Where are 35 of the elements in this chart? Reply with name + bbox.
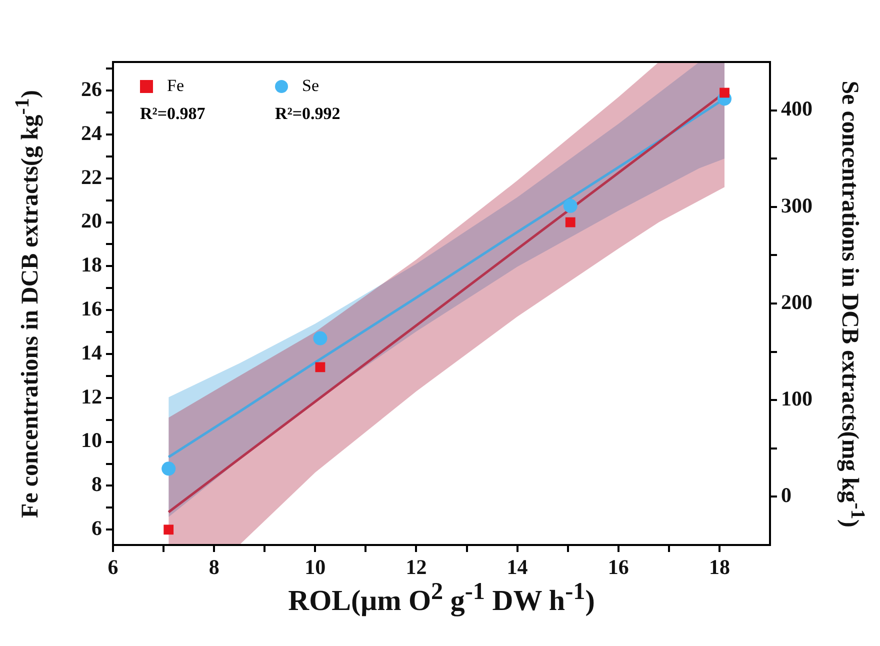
x-tick-label: 8 [208, 555, 220, 580]
point [164, 524, 174, 535]
y-tick-label: 20 [81, 208, 102, 233]
y2-tick-label: 100 [781, 386, 812, 411]
y2-tick-label: 0 [781, 483, 792, 508]
x-tick-label: 14 [506, 555, 528, 580]
y-tick-label: 14 [81, 340, 102, 364]
y2-tick-label: 200 [781, 290, 812, 314]
legend-label: Se [302, 76, 319, 96]
y-tick-label: 26 [81, 76, 102, 101]
annotation: R²=0.992 [275, 104, 342, 124]
y-tick-label: 24 [81, 120, 102, 145]
legend-label: Fe [167, 76, 184, 96]
y-tick-label: 10 [81, 428, 102, 452]
y-tick-label: 16 [81, 296, 102, 321]
point [563, 198, 578, 213]
point [720, 88, 730, 98]
y-tick-label: 18 [81, 252, 102, 277]
point [565, 217, 576, 228]
point [313, 331, 328, 346]
y-tick-label: 22 [81, 164, 102, 189]
x-tick-label: 12 [406, 555, 427, 580]
y-tick-label: 6 [92, 516, 102, 540]
x-axis-title: ROL(μm O$^{2}$ g$^{-1}$ DW h$^{-1}$) [288, 578, 595, 618]
y-tick-label: 12 [81, 384, 102, 408]
x-tick-label: 10 [304, 555, 326, 580]
y2-tick-label: 300 [781, 193, 812, 218]
point [315, 362, 326, 372]
x-tick-label: 16 [608, 555, 629, 580]
annotation: R²=0.987 [140, 104, 206, 124]
x-tick-label: 18 [708, 555, 730, 580]
point [162, 462, 176, 476]
y2-tick-label: 400 [781, 96, 812, 121]
y-tick-label: 8 [92, 472, 102, 496]
x-tick-label: 6 [108, 555, 118, 580]
